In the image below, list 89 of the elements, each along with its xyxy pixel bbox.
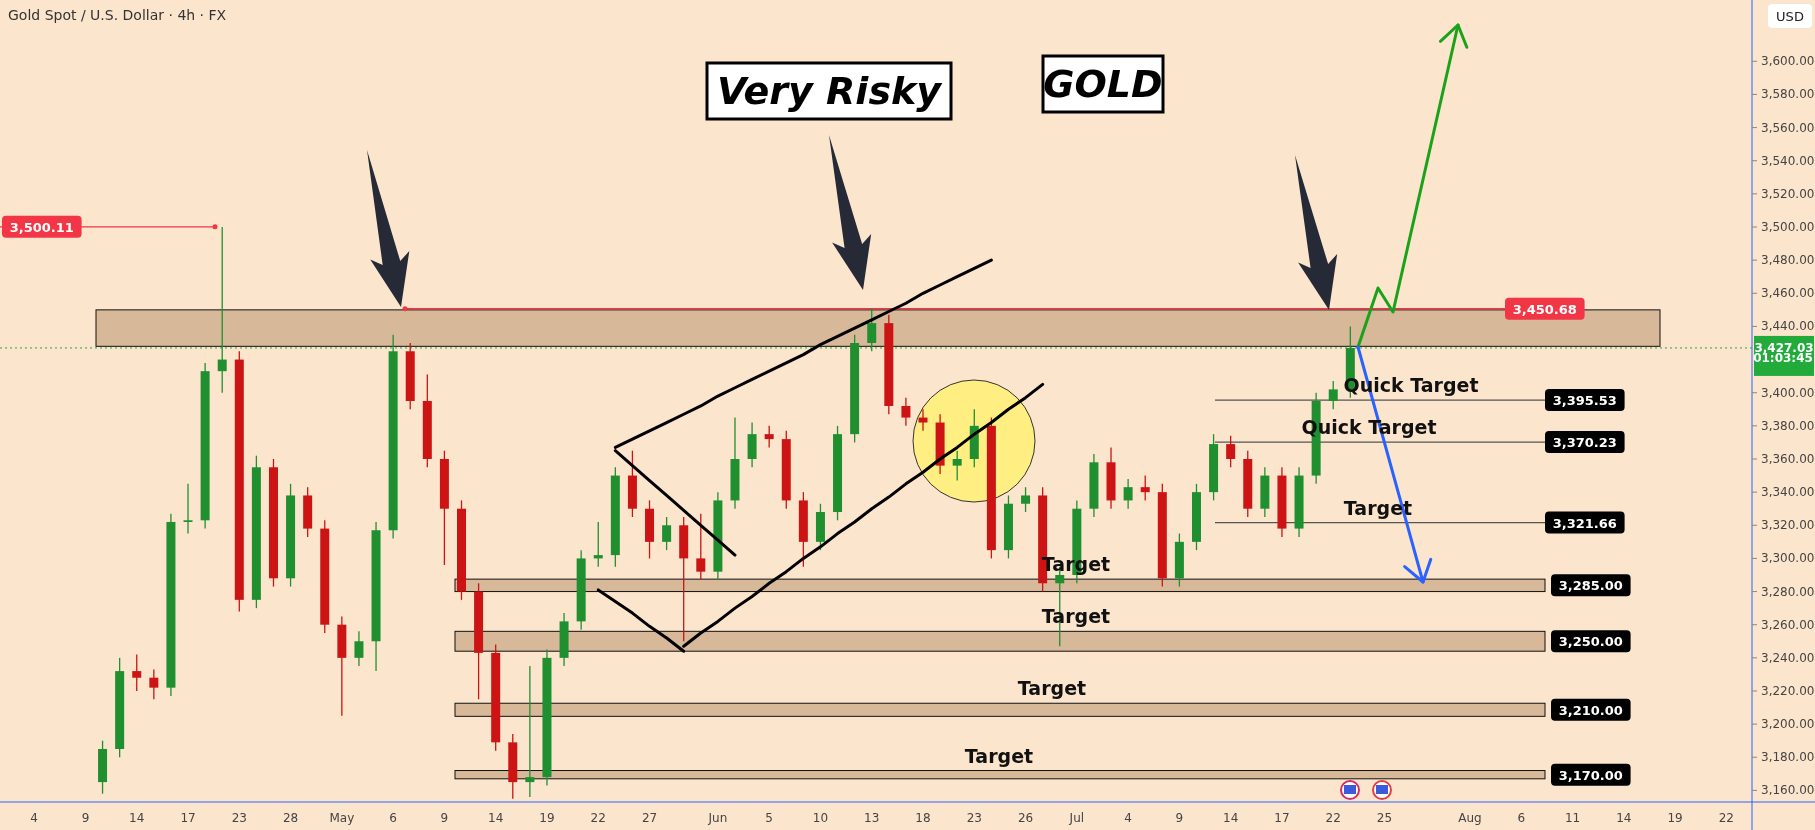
ref-line-label: 3,395.53	[1552, 393, 1617, 409]
y-tick-label: 3,220.00	[1761, 683, 1815, 698]
y-tick-label: 3,180.00	[1761, 750, 1815, 765]
x-tick-label: 23	[231, 811, 247, 825]
y-tick-label: 3,200.00	[1761, 717, 1815, 732]
x-tick-label: Aug	[1458, 811, 1482, 825]
band-label: 3,250.00	[1558, 634, 1623, 650]
x-tick-label: 14	[1616, 811, 1632, 825]
ref-line-label: 3,450.68	[1512, 301, 1577, 317]
candlestick	[354, 630, 364, 667]
x-tick-label: 10	[812, 811, 829, 825]
y-tick-label: 3,320.00	[1761, 518, 1815, 533]
candlestick	[1021, 486, 1031, 513]
y-tick-label: 3,520.00	[1761, 186, 1815, 201]
candlestick	[593, 521, 603, 568]
x-tick-label: 5	[765, 811, 773, 825]
x-tick-label: 17	[180, 811, 196, 825]
x-tick-label: 19	[1667, 811, 1683, 825]
candlestick	[1140, 474, 1150, 502]
y-tick-label: 3,500.00	[1761, 220, 1815, 235]
candlestick	[952, 450, 962, 482]
candlestick	[1226, 435, 1236, 468]
y-tick-label: 3,540.00	[1761, 153, 1815, 168]
y-tick-label: 3,360.00	[1761, 452, 1815, 466]
y-tick-label: 3,400.00	[1761, 385, 1815, 400]
ref-line-label: 3,427.03	[1754, 340, 1814, 355]
x-tick-label: Jun	[707, 811, 728, 825]
y-tick-label: 3,460.00	[1761, 286, 1815, 301]
candlestick	[901, 397, 911, 427]
y-tick-label: 3,300.00	[1761, 551, 1815, 566]
text: Gold Spot / U.S. Dollar · 4h · FX	[8, 7, 227, 23]
candlestick	[867, 307, 877, 352]
text: USD	[1776, 9, 1804, 24]
candlestick	[132, 653, 142, 692]
x-tick-label: 6	[1517, 811, 1526, 825]
band-label: 3,170.00	[1558, 767, 1623, 783]
x-tick-label: 4	[30, 811, 39, 825]
x-tick-label: 9	[440, 811, 449, 825]
candlestick	[918, 408, 928, 432]
annotation: GOLD	[1043, 62, 1163, 106]
x-tick-label: 14	[1223, 811, 1239, 825]
candlestick	[764, 425, 774, 449]
x-tick-label: 28	[282, 811, 299, 825]
candlestick	[1123, 478, 1133, 510]
x-tick-label: Jul	[1068, 811, 1085, 825]
x-tick-label: 14	[129, 811, 145, 825]
x-tick-label: 6	[389, 811, 397, 825]
y-tick-label: 3,580.00	[1761, 87, 1815, 102]
x-tick-label: 9	[81, 811, 90, 825]
candlestick	[696, 513, 706, 581]
x-tick-label: May	[329, 811, 355, 825]
annotation: Target	[964, 744, 1034, 767]
x-tick-label: 26	[1017, 811, 1034, 825]
x-tick-label: 14	[488, 811, 504, 825]
band-label: 3,210.00	[1558, 702, 1623, 718]
ref-line-label: 3,370.23	[1552, 435, 1617, 451]
x-tick-label: 22	[590, 811, 606, 825]
x-tick-label: 27	[641, 811, 658, 825]
x-tick-label: 23	[966, 811, 982, 825]
candlestick	[149, 668, 159, 700]
x-tick-label: 22	[1718, 811, 1734, 825]
x-tick-label: 25	[1376, 811, 1393, 825]
x-tick-label: 19	[539, 811, 555, 825]
x-tick-label: 11	[1564, 811, 1581, 825]
y-tick-label: 3,160.00	[1761, 783, 1815, 798]
y-tick-label: 3,600.00	[1761, 54, 1815, 69]
x-tick-label: 22	[1325, 811, 1341, 825]
y-tick-label: 3,480.00	[1761, 253, 1815, 268]
annotation: Target	[1017, 677, 1087, 700]
ref-line-label: 3,500.11	[9, 219, 74, 235]
candlestick	[183, 483, 193, 535]
candlestick	[1328, 380, 1338, 410]
candlestick	[662, 516, 672, 551]
x-tick-label: 17	[1274, 811, 1290, 825]
y-tick-label: 3,380.00	[1761, 418, 1815, 433]
y-tick-label: 3,440.00	[1761, 319, 1815, 334]
y-tick-label: 3,260.00	[1761, 617, 1815, 632]
y-tick-label: 3,560.00	[1761, 120, 1815, 135]
x-tick-label: 18	[915, 811, 931, 825]
band-label: 3,285.00	[1558, 578, 1623, 594]
candlestick	[525, 665, 535, 798]
x-tick-label: 9	[1175, 811, 1184, 825]
y-tick-label: 3,280.00	[1761, 584, 1815, 599]
ref-line-label: 3,321.66	[1552, 515, 1617, 531]
annotation: Very Risky	[716, 69, 944, 113]
y-tick-label: 3,340.00	[1761, 485, 1815, 500]
y-tick-label: 3,240.00	[1761, 650, 1815, 665]
x-tick-label: 13	[864, 811, 880, 825]
x-tick-label: 4	[1124, 811, 1132, 825]
